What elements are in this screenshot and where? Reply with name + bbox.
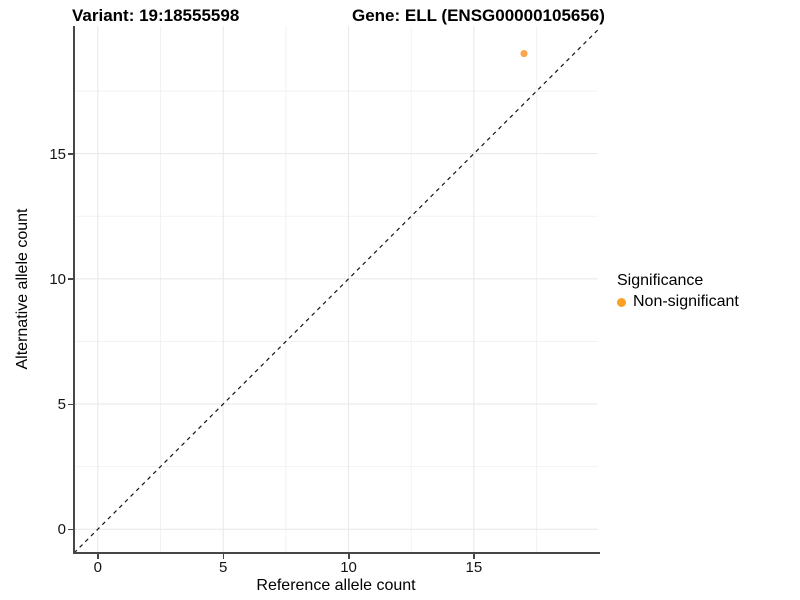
x-tick-mark: [97, 554, 99, 559]
y-tick-mark: [68, 278, 73, 280]
plot-panel: [74, 26, 598, 553]
y-tick-mark: [68, 153, 73, 155]
y-tick-label: 10: [49, 270, 66, 288]
legend-item-label: Non-significant: [633, 293, 739, 310]
x-tick-label: 0: [93, 559, 102, 576]
x-tick-mark: [473, 554, 475, 559]
y-tick-mark: [68, 403, 73, 406]
legend-point-icon: [617, 297, 626, 307]
y-tick-label: 0: [57, 521, 66, 539]
x-tick-label: 10: [340, 559, 357, 576]
legend-title: Significance: [617, 272, 704, 289]
plot-title-gene: Gene: ELL (ENSG00000105656): [352, 6, 605, 25]
y-tick-label: 15: [49, 145, 66, 163]
identity-line: [74, 29, 598, 553]
legend-item-non-significant: Non-significant: [617, 293, 739, 311]
x-tick-label: 5: [219, 559, 228, 576]
x-axis-title: Reference allele count: [256, 577, 416, 594]
x-axis-line: [73, 552, 600, 554]
y-tick-label: 5: [57, 396, 66, 414]
plot-title-variant: Variant: 19:18555598: [72, 6, 240, 25]
y-axis-line: [73, 26, 75, 554]
x-tick-mark: [348, 554, 350, 559]
legend: Significance Non-significant: [617, 272, 739, 311]
y-axis-title: Alternative allele count: [14, 208, 31, 370]
x-tick-label: 15: [465, 559, 483, 576]
y-tick-mark: [68, 528, 73, 531]
panel-canvas: [74, 26, 598, 553]
data-point: [520, 49, 528, 58]
x-tick-mark: [222, 554, 225, 559]
